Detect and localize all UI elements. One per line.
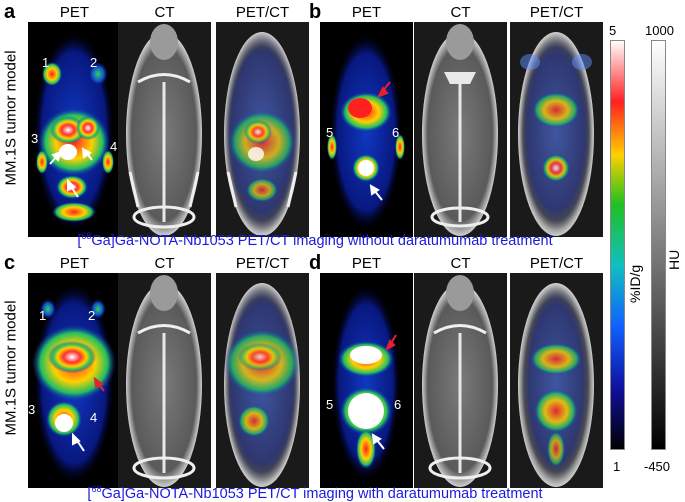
panel-label-c: c <box>4 252 16 274</box>
image-c-petct <box>216 273 309 488</box>
region-number: 3 <box>28 402 36 417</box>
pet-bar-unit: %ID/g <box>627 264 643 303</box>
image-d-pet: 5 6 <box>320 273 413 488</box>
image-a-pet: 1 2 3 4 <box>28 22 121 237</box>
image-d-ct <box>414 273 507 488</box>
col-head-petct: PET/CT <box>529 255 584 272</box>
region-number: 2 <box>90 55 98 70</box>
col-head-pet: PET <box>59 255 90 272</box>
region-number: 5 <box>326 125 334 140</box>
col-head-petct: PET/CT <box>235 255 290 272</box>
caption-text: Ga]Ga-NOTA-Nb1053 PET/CT imaging with da… <box>101 485 543 502</box>
caption-superscript: 68 <box>81 231 92 241</box>
arrow-icons <box>369 81 391 201</box>
image-a-petct <box>216 22 309 237</box>
arrow-icons <box>371 334 397 450</box>
ct-bar-unit: HU <box>666 249 682 270</box>
region-number: 4 <box>110 139 118 154</box>
col-head-petct: PET/CT <box>235 4 290 21</box>
caption-superscript: 68 <box>91 484 102 494</box>
pet-bar-max: 5 <box>609 23 617 38</box>
region-number: 6 <box>392 125 400 140</box>
region-number: 5 <box>326 397 334 412</box>
pet-colorbar <box>610 40 625 450</box>
caption-text: Ga]Ga-NOTA-Nb1053 PET/CT imaging without… <box>91 232 553 249</box>
image-d-petct <box>510 273 603 488</box>
caption-top: [68Ga]Ga-NOTA-Nb1053 PET/CT imaging with… <box>77 231 553 249</box>
pet-bar-min: 1 <box>613 459 621 474</box>
image-b-petct <box>510 22 603 237</box>
region-number: 1 <box>39 308 47 323</box>
image-c-pet: 1 2 3 4 <box>28 273 121 488</box>
region-number: 3 <box>31 131 39 146</box>
row-label-bottom: MM.1S tumor model <box>2 300 20 436</box>
region-number: 2 <box>88 308 96 323</box>
col-head-pet: PET <box>351 255 382 272</box>
panel-label-b: b <box>309 1 322 23</box>
col-head-ct: CT <box>450 4 471 21</box>
col-head-pet: PET <box>59 4 90 21</box>
col-head-ct: CT <box>450 255 471 272</box>
col-head-pet: PET <box>351 4 382 21</box>
image-b-ct <box>414 22 507 237</box>
ct-bar-max: 1000 <box>645 23 674 38</box>
ct-colorbar <box>651 40 666 450</box>
col-head-ct: CT <box>154 4 175 21</box>
panel-label-d: d <box>309 252 322 274</box>
image-a-ct <box>118 22 211 237</box>
col-head-ct: CT <box>154 255 175 272</box>
image-c-ct <box>118 273 211 488</box>
caption-bottom: [68Ga]Ga-NOTA-Nb1053 PET/CT imaging with… <box>87 484 543 502</box>
arrow-icons <box>72 376 105 452</box>
region-number: 1 <box>42 55 50 70</box>
col-head-petct: PET/CT <box>529 4 584 21</box>
ct-bar-min: -450 <box>644 459 671 474</box>
arrow-icons <box>49 147 93 198</box>
row-label-top: MM.1S tumor model <box>2 50 20 186</box>
region-number: 6 <box>394 397 402 412</box>
image-b-pet: 5 6 <box>320 22 413 237</box>
panel-label-a: a <box>4 1 16 23</box>
region-number: 4 <box>90 410 98 425</box>
